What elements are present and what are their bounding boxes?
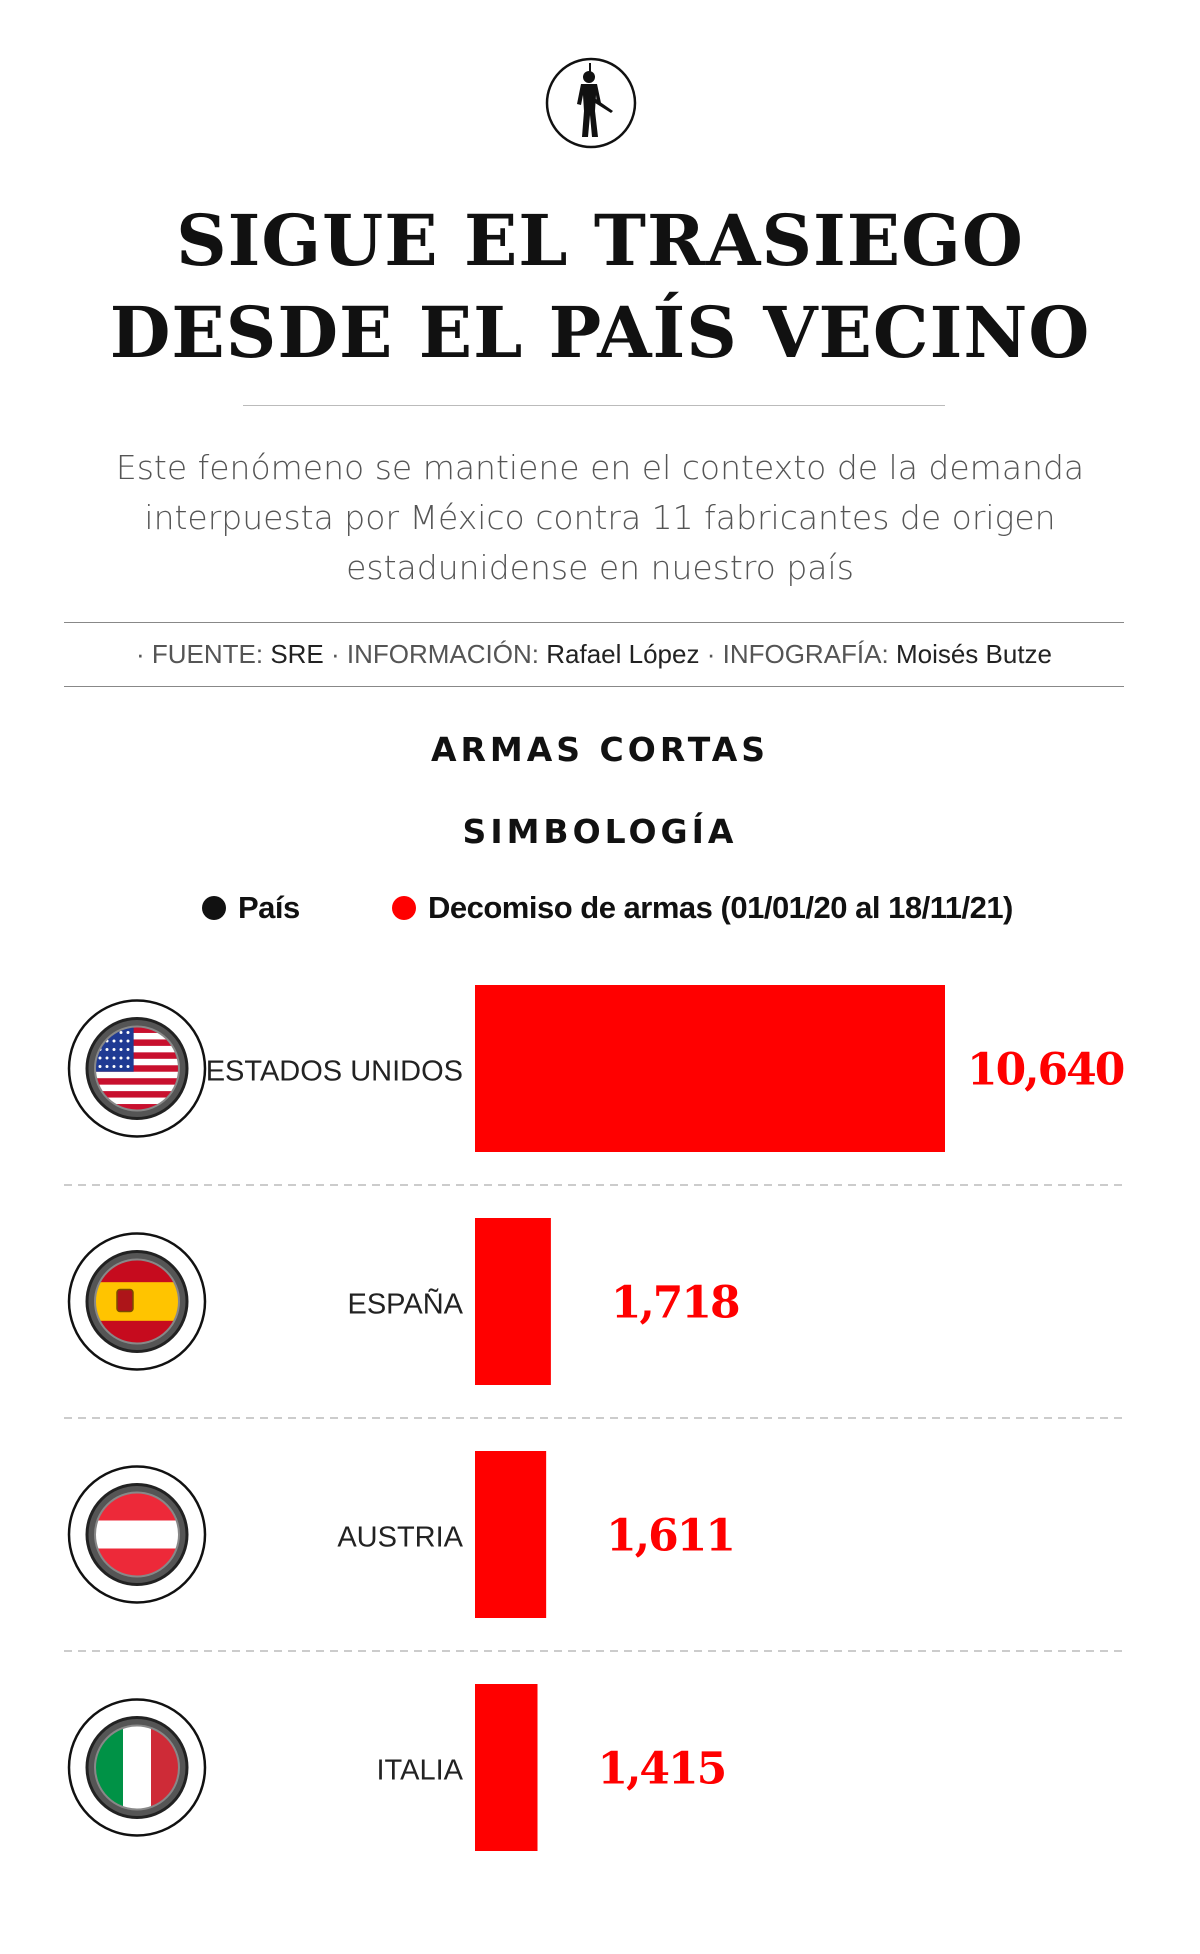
legend-dot-seizure bbox=[392, 896, 416, 920]
category-label: ESPAÑA bbox=[347, 1287, 463, 1321]
fuente-label: · FUENTE: bbox=[135, 639, 264, 669]
infografia-label: · INFOGRAFÍA: bbox=[706, 639, 889, 669]
flag-badge-edge bbox=[94, 1025, 180, 1112]
bar-row-2: AUSTRIA 1,611 bbox=[64, 1451, 1124, 1652]
category-label: ESTADOS UNIDOS bbox=[206, 1056, 463, 1088]
flag-badge-edge bbox=[94, 1724, 180, 1811]
legend-title: SIMBOLOGÍA bbox=[462, 812, 738, 851]
flag-band-yellow bbox=[95, 1282, 179, 1321]
flag-star bbox=[105, 1056, 109, 1060]
flag-stripe bbox=[95, 1052, 179, 1060]
flag-stripe bbox=[95, 1084, 179, 1092]
flag-star bbox=[119, 1056, 123, 1060]
page-title: SIGUE EL TRASIEGO DESDE EL PAÍS VECINO bbox=[0, 195, 1200, 379]
value-label: 1,415 bbox=[598, 1744, 726, 1795]
section-title: ARMAS CORTAS bbox=[430, 730, 770, 769]
flag-star bbox=[119, 1048, 123, 1051]
flag-stripe bbox=[95, 1078, 179, 1086]
bar-row-0: ESTADOS UNIDOS 10,640 bbox=[64, 985, 1126, 1186]
title-line-2: DESDE EL PAÍS VECINO bbox=[109, 291, 1091, 374]
credits: · FUENTE: SRE · INFORMACIÓN: Rafael Lópe… bbox=[64, 636, 1124, 672]
flag-star bbox=[98, 1056, 102, 1060]
flag-star bbox=[126, 1031, 130, 1034]
flag-stripe bbox=[95, 1091, 179, 1099]
bar bbox=[475, 1451, 547, 1618]
legend-label-seizure: Decomiso de armas (01/01/20 al 18/11/21) bbox=[428, 890, 1013, 925]
flag-star bbox=[98, 1065, 102, 1068]
flag-stripe bbox=[95, 1032, 179, 1040]
title-line-1: SIGUE EL TRASIEGO bbox=[176, 199, 1024, 282]
flag-band-white bbox=[123, 1725, 152, 1810]
infografia-value: Moisés Butze bbox=[895, 639, 1053, 669]
flag-star bbox=[126, 1065, 130, 1068]
coat-of-arms bbox=[116, 1288, 134, 1313]
category-label: AUSTRIA bbox=[337, 1522, 463, 1554]
flag-stripe bbox=[95, 1065, 179, 1073]
flag-stripe bbox=[95, 1039, 179, 1047]
bar-row-3: ITALIA 1,415 bbox=[67, 1684, 727, 1851]
flag-star bbox=[119, 1039, 123, 1043]
flag-band-white bbox=[95, 1520, 179, 1549]
fuente-value: SRE bbox=[270, 639, 324, 669]
flag-stripe bbox=[95, 1071, 179, 1079]
flag-badge-edge bbox=[94, 1491, 180, 1578]
legend-item-seizure: Decomiso de armas (01/01/20 al 18/11/21) bbox=[392, 890, 1013, 926]
legend-dot-country bbox=[202, 896, 226, 920]
flag-star bbox=[112, 1039, 116, 1043]
flag-star bbox=[112, 1048, 116, 1051]
info-value: Rafael López bbox=[546, 639, 700, 669]
flag-stripe bbox=[95, 1097, 179, 1105]
flag-stripe bbox=[95, 1045, 179, 1053]
value-label: 1,611 bbox=[606, 1511, 734, 1562]
subtitle-line-3: estadunidense en nuestro país bbox=[346, 548, 854, 587]
credits-bottom-divider bbox=[64, 686, 1124, 687]
soldier-logo-icon bbox=[545, 57, 637, 149]
flag-star bbox=[112, 1065, 116, 1068]
bar bbox=[475, 985, 945, 1152]
subtitle-line-2: interpuesta por México contra 11 fabrica… bbox=[144, 498, 1056, 537]
flag-badge-edge bbox=[94, 1258, 180, 1345]
credits-top-divider bbox=[64, 622, 1124, 623]
subtitle: Este fenómeno se mantiene en el contexto… bbox=[60, 443, 1140, 593]
flag-star bbox=[126, 1056, 130, 1060]
legend-item-country: País bbox=[202, 890, 300, 926]
flag-star bbox=[105, 1048, 109, 1051]
flag-star bbox=[126, 1048, 130, 1051]
value-label: 1,718 bbox=[611, 1278, 739, 1329]
legend-label-country: País bbox=[238, 890, 300, 925]
usa-flag-icon bbox=[95, 1026, 179, 1111]
flag-stripe bbox=[95, 1104, 179, 1111]
austria-flag-icon bbox=[95, 1492, 179, 1577]
subtitle-line-1: Este fenómeno se mantiene en el contexto… bbox=[115, 448, 1085, 487]
spain-flag-icon bbox=[95, 1259, 179, 1344]
info-label: · INFORMACIÓN: bbox=[331, 639, 540, 669]
flag-star bbox=[119, 1031, 123, 1034]
value-label: 10,640 bbox=[967, 1045, 1124, 1096]
flag-star bbox=[105, 1065, 109, 1068]
flag-star bbox=[126, 1039, 130, 1043]
flag-star bbox=[112, 1056, 116, 1060]
bar bbox=[475, 1218, 551, 1385]
flag-star bbox=[119, 1065, 123, 1068]
bar-row-1: ESPAÑA 1,718 bbox=[64, 1218, 1124, 1419]
bar bbox=[475, 1684, 538, 1851]
category-label: ITALIA bbox=[377, 1755, 464, 1787]
flag-stripe bbox=[95, 1026, 179, 1034]
legend: País Decomiso de armas (01/01/20 al 18/1… bbox=[0, 890, 1200, 930]
flag-stripe bbox=[95, 1058, 179, 1066]
title-divider bbox=[243, 405, 945, 406]
